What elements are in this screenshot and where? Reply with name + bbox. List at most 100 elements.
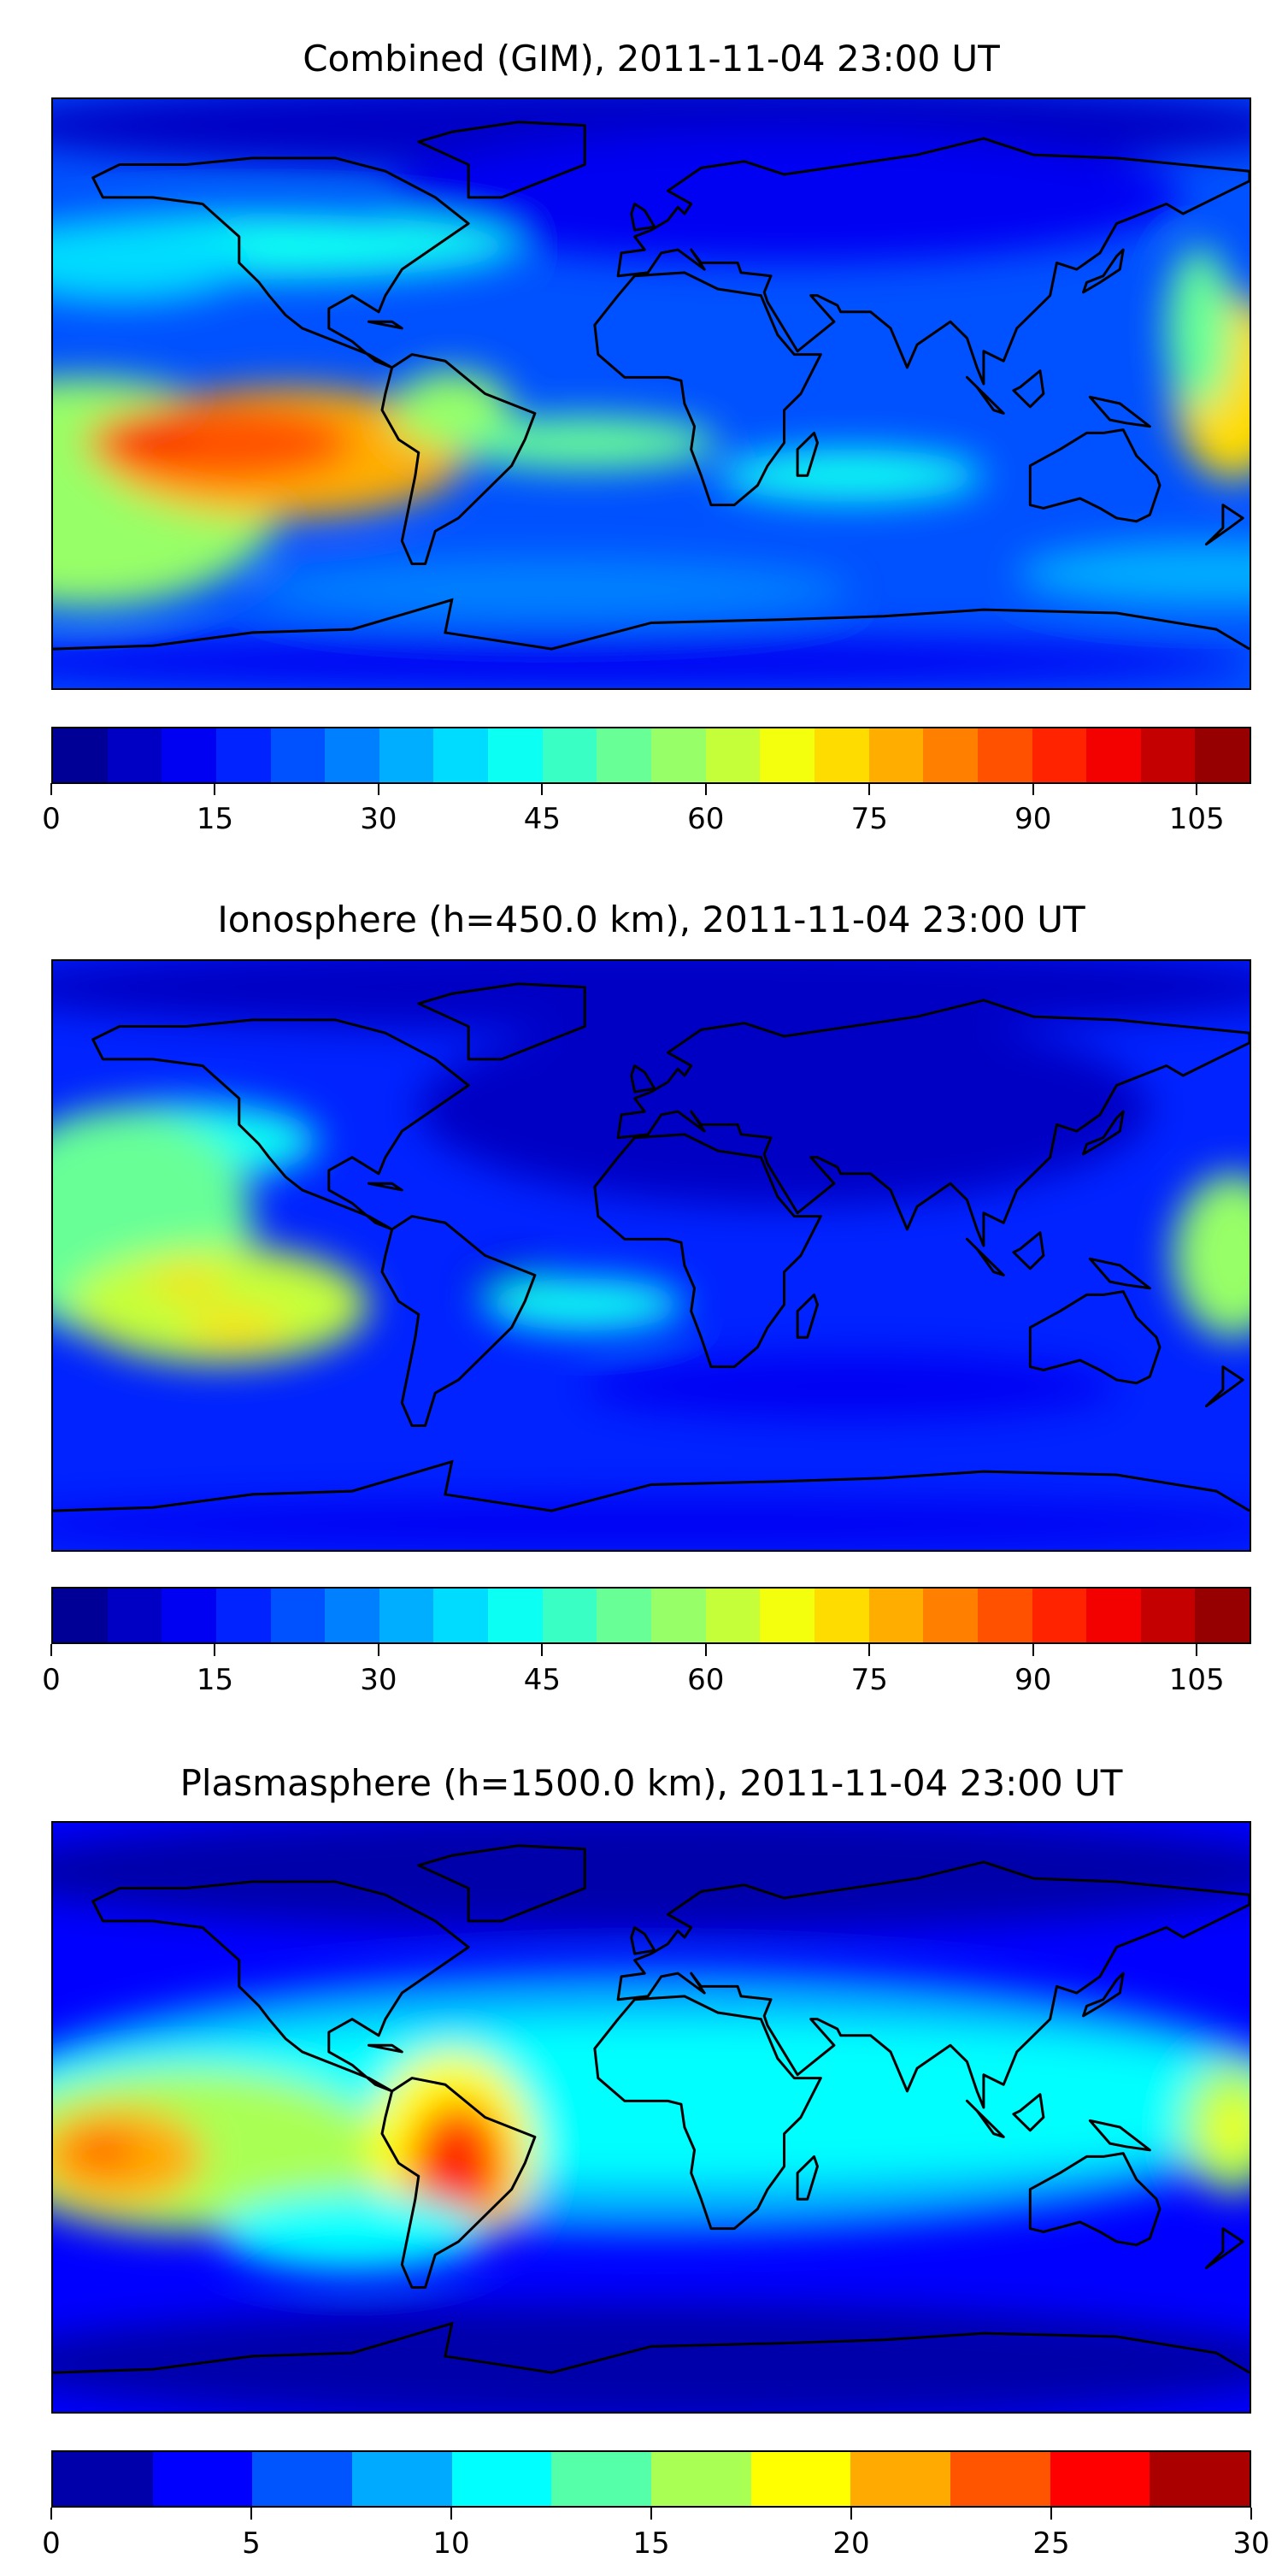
chart-title-ionosphere: Ionosphere (h=450.0 km), 2011-11-04 23:0… [217, 899, 1085, 940]
coastline-borneo [1012, 2093, 1045, 2132]
heatmap-plasmasphere [53, 1823, 1250, 2412]
colorbar-bin [597, 728, 652, 782]
colorbar-bin [814, 1589, 869, 1642]
colorbar-bin [107, 728, 162, 782]
colorbar-tick [50, 783, 52, 795]
colorbar-tick-label: 75 [850, 802, 888, 836]
colorbar-bin [1086, 1589, 1141, 1642]
contour-region [69, 2133, 137, 2166]
colorbar-bin [868, 1589, 924, 1642]
coastline-cuba [367, 2043, 403, 2054]
coastline-cuba [367, 320, 403, 330]
colorbar-bin [705, 1589, 761, 1642]
coastline-australia [1028, 428, 1161, 523]
chart-title-combined: Combined (GIM), 2011-11-04 23:00 UT [303, 38, 1000, 80]
contour-region [418, 1010, 1150, 1207]
colorbar-bin [1086, 728, 1141, 782]
colorbar-tick-label: 90 [1014, 1663, 1052, 1697]
colorbar-bin [352, 2452, 452, 2506]
contour-region [1173, 1173, 1250, 1338]
heatmap-combined [53, 99, 1250, 688]
colorbar-tick-label: 45 [523, 1663, 561, 1697]
contour-region [451, 416, 718, 469]
coastline-sumatra [965, 375, 1005, 415]
contour-region [219, 2192, 485, 2272]
colorbar-bin [651, 1589, 706, 1642]
colorbar-bin [325, 728, 379, 782]
colorbar-bin [162, 728, 216, 782]
colorbar-bin [451, 2452, 552, 2506]
contour-region [53, 223, 253, 303]
colorbar-tick [214, 1644, 216, 1656]
colorbar-tick [1196, 783, 1198, 795]
contour-region [428, 2133, 475, 2200]
colorbar-bin [760, 728, 814, 782]
contour-region [53, 1823, 1250, 1931]
colorbar-tick-label: 25 [1032, 2526, 1070, 2561]
coastline-samerica [380, 353, 537, 566]
colorbar-ticks-ionosphere: 0 15 30 45 60 75 90 105 [42, 1644, 1251, 1712]
colorbar-bin [1032, 1589, 1087, 1642]
colorbar-tick [650, 2508, 652, 2520]
colorbar-bin [488, 728, 543, 782]
coastline-borneo [1012, 1231, 1045, 1270]
coastline-japan [1082, 1110, 1125, 1156]
contour-region [1166, 246, 1233, 410]
colorbar-bin [814, 728, 869, 782]
chart-title-plasmasphere: Plasmasphere (h=1500.0 km), 2011-11-04 2… [179, 1762, 1123, 1804]
coastline-africa [593, 1995, 822, 2231]
colorbar-bin [53, 2452, 153, 2506]
colorbar-tick-label: 60 [687, 802, 725, 836]
contour-region [53, 635, 1250, 688]
colorbar-bin [1032, 728, 1087, 782]
coastline-japan [1082, 248, 1125, 294]
coastline-borneo [1012, 369, 1045, 409]
heatmap-ionosphere [53, 961, 1250, 1550]
colorbar-tick [1250, 2508, 1252, 2520]
colorbar-tick-label: 90 [1014, 802, 1052, 836]
colorbar-bin [923, 1589, 978, 1642]
colorbar-bin [977, 728, 1032, 782]
colorbar-tick [868, 783, 871, 795]
colorbar-bin [215, 1589, 271, 1642]
colorbar-tick-label: 10 [432, 2526, 470, 2561]
colorbar-tick [250, 2508, 252, 2520]
colorbar-bin [1195, 728, 1250, 782]
contour-region [585, 1353, 1117, 1419]
coastline-greenland [417, 982, 586, 1061]
colorbar-tick [541, 1644, 544, 1656]
coastline-britain [630, 1064, 656, 1093]
coastline-samerica [380, 2077, 537, 2290]
colorbar-tick-label: 30 [360, 802, 397, 836]
coastline-antarctica [53, 1459, 1250, 1512]
contour-region [113, 420, 193, 446]
coastline-newguinea [1088, 395, 1151, 428]
colorbar-tick [868, 1644, 871, 1656]
colorbar-bin [252, 2452, 353, 2506]
colorbar-bin [1150, 2452, 1250, 2506]
colorbar-tick-label: 0 [42, 802, 61, 836]
contour-region [1016, 540, 1250, 607]
colorbar-bin [53, 728, 108, 782]
colorbar-tick-label: 75 [850, 1663, 888, 1697]
colorbar-tick [1032, 783, 1034, 795]
colorbar-tick-label: 45 [523, 802, 561, 836]
coastline-australia [1028, 1290, 1161, 1385]
contour-region [145, 1268, 226, 1295]
colorbar-bin [270, 1589, 326, 1642]
colorbar-bin [950, 2452, 1050, 2506]
coastline-sumatra [965, 1237, 1005, 1276]
colorbar-bin [379, 1589, 434, 1642]
coastline-eurasia [616, 1860, 1250, 2109]
coastline-namerica [91, 1880, 470, 2093]
coastline-antarctica [53, 2321, 1250, 2374]
colorbar-bin [379, 728, 434, 782]
contour-region [85, 403, 352, 482]
colorbar-bin [488, 1589, 543, 1642]
colorbar-bin [705, 728, 761, 782]
colorbar-tick [704, 783, 707, 795]
contour-region [53, 961, 1250, 1034]
coastline-nz [1204, 2227, 1244, 2270]
contour-region [53, 2303, 1250, 2412]
colorbar-bin [152, 2452, 253, 2506]
